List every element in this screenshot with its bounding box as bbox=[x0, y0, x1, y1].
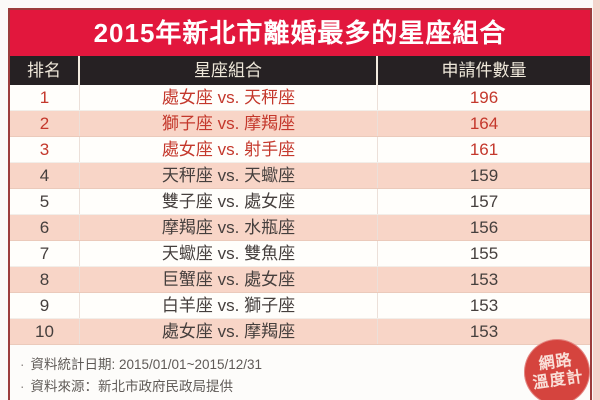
table-row: 9 白羊座 vs. 獅子座 153 bbox=[10, 293, 590, 319]
combo-cell: 獅子座 vs. 摩羯座 bbox=[80, 111, 378, 136]
table-header: 排名 星座組合 申請件數量 bbox=[10, 56, 590, 85]
rank-cell: 10 bbox=[10, 319, 80, 344]
bullet-icon: · bbox=[20, 357, 25, 372]
combo-cell: 白羊座 vs. 獅子座 bbox=[80, 293, 378, 318]
count-cell: 153 bbox=[469, 296, 499, 315]
combo-cell: 天秤座 vs. 天蠍座 bbox=[80, 163, 378, 188]
right-margin-strip bbox=[593, 0, 600, 400]
combo-cell: 天蠍座 vs. 雙魚座 bbox=[80, 241, 378, 266]
table-row: 8 巨蟹座 vs. 處女座 153 bbox=[10, 267, 590, 293]
combo-cell: 處女座 vs. 射手座 bbox=[80, 137, 378, 162]
rank-cell: 7 bbox=[10, 241, 80, 266]
footnote-source: · 資料來源：新北市政府民政局提供 bbox=[20, 376, 590, 398]
table-row: 4 天秤座 vs. 天蠍座 159 bbox=[10, 163, 590, 189]
count-cell: 196 bbox=[469, 88, 499, 107]
combo-cell: 巨蟹座 vs. 處女座 bbox=[80, 267, 378, 292]
count-cell: 161 bbox=[469, 140, 499, 159]
page-title: 2015年新北市離婚最多的星座組合 bbox=[10, 10, 590, 56]
count-cell: 159 bbox=[469, 166, 499, 185]
table-row: 6 摩羯座 vs. 水瓶座 156 bbox=[10, 215, 590, 241]
table-row: 3 處女座 vs. 射手座 161 bbox=[10, 137, 590, 163]
table-row: 2 獅子座 vs. 摩羯座 164 bbox=[10, 111, 590, 137]
table-row: 5 雙子座 vs. 處女座 157 bbox=[10, 189, 590, 215]
count-cell: 153 bbox=[469, 270, 499, 289]
combo-cell: 處女座 vs. 摩羯座 bbox=[80, 319, 378, 344]
count-cell: 156 bbox=[469, 218, 499, 237]
col-header-combo: 星座組合 bbox=[80, 56, 378, 85]
combo-cell: 摩羯座 vs. 水瓶座 bbox=[80, 215, 378, 240]
count-cell: 157 bbox=[469, 192, 499, 211]
footnote-source-text: 資料來源：新北市政府民政局提供 bbox=[30, 378, 234, 394]
table-row: 10 處女座 vs. 摩羯座 153 bbox=[10, 319, 590, 345]
rank-cell: 4 bbox=[10, 163, 80, 188]
combo-cell: 雙子座 vs. 處女座 bbox=[80, 189, 378, 214]
table-card: 2015年新北市離婚最多的星座組合 排名 星座組合 申請件數量 1 處女座 vs… bbox=[8, 8, 592, 400]
footnote-date-text: 資料統計日期: 2015/01/01~2015/12/31 bbox=[30, 357, 263, 372]
rank-cell: 5 bbox=[10, 189, 80, 214]
rank-cell: 3 bbox=[10, 137, 80, 162]
rank-cell: 2 bbox=[10, 111, 80, 136]
rank-cell: 1 bbox=[10, 85, 80, 110]
combo-cell: 處女座 vs. 天秤座 bbox=[80, 85, 378, 110]
rank-cell: 8 bbox=[10, 267, 80, 292]
rank-cell: 9 bbox=[10, 293, 80, 318]
table-body: 1 處女座 vs. 天秤座 196 2 獅子座 vs. 摩羯座 164 3 處女… bbox=[10, 85, 590, 345]
footnotes: · 資料統計日期: 2015/01/01~2015/12/31 · 資料來源：新北市… bbox=[10, 345, 590, 397]
footnote-date: · 資料統計日期: 2015/01/01~2015/12/31 bbox=[20, 354, 590, 376]
count-cell: 153 bbox=[469, 322, 499, 341]
col-header-rank: 排名 bbox=[10, 56, 80, 85]
col-header-count: 申請件數量 bbox=[441, 61, 527, 80]
bullet-icon: · bbox=[20, 378, 25, 394]
table-row: 1 處女座 vs. 天秤座 196 bbox=[10, 85, 590, 111]
rank-cell: 6 bbox=[10, 215, 80, 240]
count-cell: 155 bbox=[469, 244, 499, 263]
count-cell: 164 bbox=[469, 114, 499, 133]
table-row: 7 天蠍座 vs. 雙魚座 155 bbox=[10, 241, 590, 267]
